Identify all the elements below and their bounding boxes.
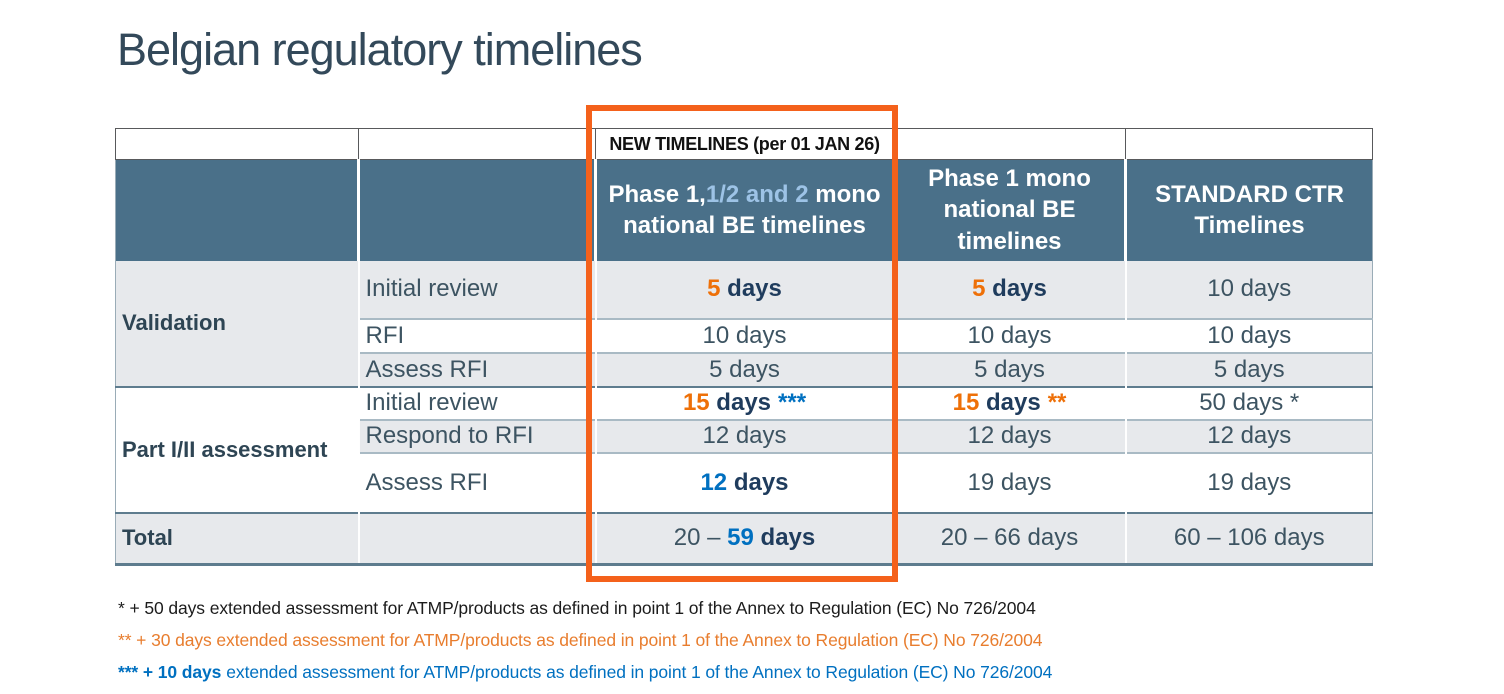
table-row: Assess RFI 12 days 19 days 19 days (116, 451, 1373, 513)
footnote-1: * + 50 days extended assessment for ATMP… (118, 598, 1036, 618)
value-unit: days (720, 275, 782, 302)
col-header-standard-ctr: STANDARD CTR Timelines (1124, 159, 1373, 261)
col-header-phase-1-12-2: Phase 1,1/2 and 2 mono national BE timel… (594, 159, 894, 261)
banner-empty-cell (358, 128, 596, 160)
row-label: Assess RFI (357, 351, 596, 387)
header-text-white: Phase 1, (608, 180, 706, 208)
cell-new-initial-review-2: 15 days *** (594, 385, 894, 420)
table-row: RFI 10 days 10 days 10 days (116, 317, 1373, 353)
value-unit: days (709, 389, 772, 416)
table-row: Validation Initial review 5 days 5 days … (115, 260, 1373, 387)
value-unit: days (753, 524, 816, 552)
value-number: 15 (682, 389, 710, 416)
footnote-marker: ** (1047, 389, 1067, 416)
banner-empty-cell (1125, 128, 1373, 160)
row-label: Assess RFI (357, 451, 596, 513)
value-unit: days (979, 389, 1041, 416)
table-row: Assess RFI 5 days 5 days 5 days (116, 351, 1373, 387)
group-label-part-assessment: Part I/II assessment (115, 385, 359, 513)
value-number: 12 (700, 468, 728, 496)
group-label-validation: Validation (115, 260, 359, 387)
cell-std-respond-rfi: 12 days (1124, 418, 1373, 453)
row-label: RFI (357, 317, 596, 353)
cell-new-respond-rfi: 12 days (594, 418, 894, 453)
header-row: Phase 1,1/2 and 2 mono national BE timel… (115, 159, 1373, 261)
cell-mono-respond-rfi: 12 days (892, 418, 1126, 453)
cell-new-initial-review: 5 days (594, 260, 894, 319)
header-text-white: mono national BE timelines (623, 180, 881, 240)
footnotes: * + 50 days extended assessment for ATMP… (118, 598, 1052, 694)
banner-empty-cell (893, 128, 1126, 160)
row-label: Respond to RFI (357, 418, 596, 453)
cell-std-initial-review-2: 50 days * (1124, 385, 1373, 420)
cell-mono-initial-review: 5 days (892, 260, 1126, 319)
cell-mono-initial-review-2: 15 days ** (892, 385, 1126, 420)
cell-new-rfi: 10 days (594, 317, 894, 353)
footnote-3-rest: extended assessment for ATMP/products as… (226, 662, 1053, 682)
table-row: Respond to RFI 12 days 12 days 12 days (116, 418, 1373, 453)
timelines-table: NEW TIMELINES (per 01 JAN 26) Phase 1,1/… (115, 128, 1373, 566)
row-label: Initial review (357, 260, 596, 319)
header-empty-cell (115, 159, 359, 261)
footnote-3: *** + 10 days extended assessment for ATM… (118, 662, 1052, 683)
cell-new-assess-rfi: 5 days (594, 351, 894, 387)
banner-row: NEW TIMELINES (per 01 JAN 26) (115, 128, 1373, 160)
cell-std-assess-rfi-2: 19 days (1124, 451, 1373, 513)
row-label: Initial review (357, 385, 596, 420)
value-number: 15 (952, 389, 980, 416)
value-range-start: 20 – (673, 524, 728, 552)
value-unit: days (727, 468, 789, 496)
total-standard: 60 – 106 days (1124, 511, 1373, 566)
total-row: Total 20 – 59 days 20 – 66 days 60 – 106… (115, 511, 1373, 566)
value-unit: days (985, 275, 1047, 302)
cell-mono-assess-rfi-2: 19 days (892, 451, 1126, 513)
total-mono: 20 – 66 days (892, 511, 1126, 566)
cell-new-assess-rfi-2: 12 days (594, 451, 894, 513)
header-empty-cell (357, 159, 596, 261)
table-row: Part I/II assessment Initial review 15 d… (115, 385, 1373, 513)
footnote-2: ** + 30 days extended assessment for ATM… (118, 630, 1043, 650)
value-number: 59 (727, 524, 754, 552)
total-new-timelines: 20 – 59 days (594, 511, 894, 566)
cell-std-assess-rfi: 5 days (1124, 351, 1373, 387)
value-number: 5 (707, 275, 721, 302)
cell-std-rfi: 10 days (1124, 317, 1373, 353)
banner-empty-cell (115, 128, 359, 160)
page-title: Belgian regulatory timelines (117, 24, 643, 75)
value-number: 5 (972, 275, 986, 302)
total-empty-cell (357, 511, 596, 566)
footnote-marker: *** (778, 389, 807, 416)
header-text-lightblue: 1/2 and 2 (705, 180, 809, 208)
cell-mono-rfi: 10 days (892, 317, 1126, 353)
cell-std-initial-review: 10 days (1124, 260, 1373, 319)
total-label: Total (115, 511, 359, 566)
footnote-3-bold: *** + 10 days (118, 662, 222, 682)
col-header-phase-1-mono: Phase 1 mono national BE timelines (892, 159, 1126, 261)
cell-mono-assess-rfi: 5 days (892, 351, 1126, 387)
new-timelines-banner: NEW TIMELINES (per 01 JAN 26) (595, 128, 894, 160)
